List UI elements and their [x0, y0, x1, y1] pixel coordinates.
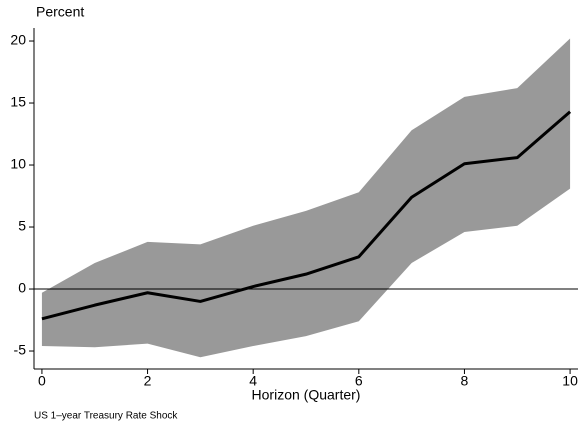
y-tick-label: 15: [10, 94, 26, 110]
y-tick-label: 0: [18, 280, 26, 296]
confidence-band: [41, 38, 571, 358]
x-tick-label: 0: [38, 373, 46, 389]
y-tick-label: -5: [14, 342, 27, 358]
note: US 1–year Treasury Rate Shock: [34, 411, 178, 422]
x-tick-label: 10: [562, 373, 578, 389]
x-tick-label: 6: [355, 373, 363, 389]
y-tick-label: 10: [10, 156, 26, 172]
line: [41, 110, 572, 321]
x-tick-label: 2: [144, 373, 152, 389]
x-axis-label: Horizon (Quarter): [252, 387, 361, 403]
y-tick-label: 20: [10, 32, 26, 48]
y-tick-label: 5: [18, 218, 26, 234]
x-tick-label: 8: [461, 373, 469, 389]
x-tick-label: 4: [249, 373, 257, 389]
y-axis-label: Percent: [36, 4, 84, 20]
